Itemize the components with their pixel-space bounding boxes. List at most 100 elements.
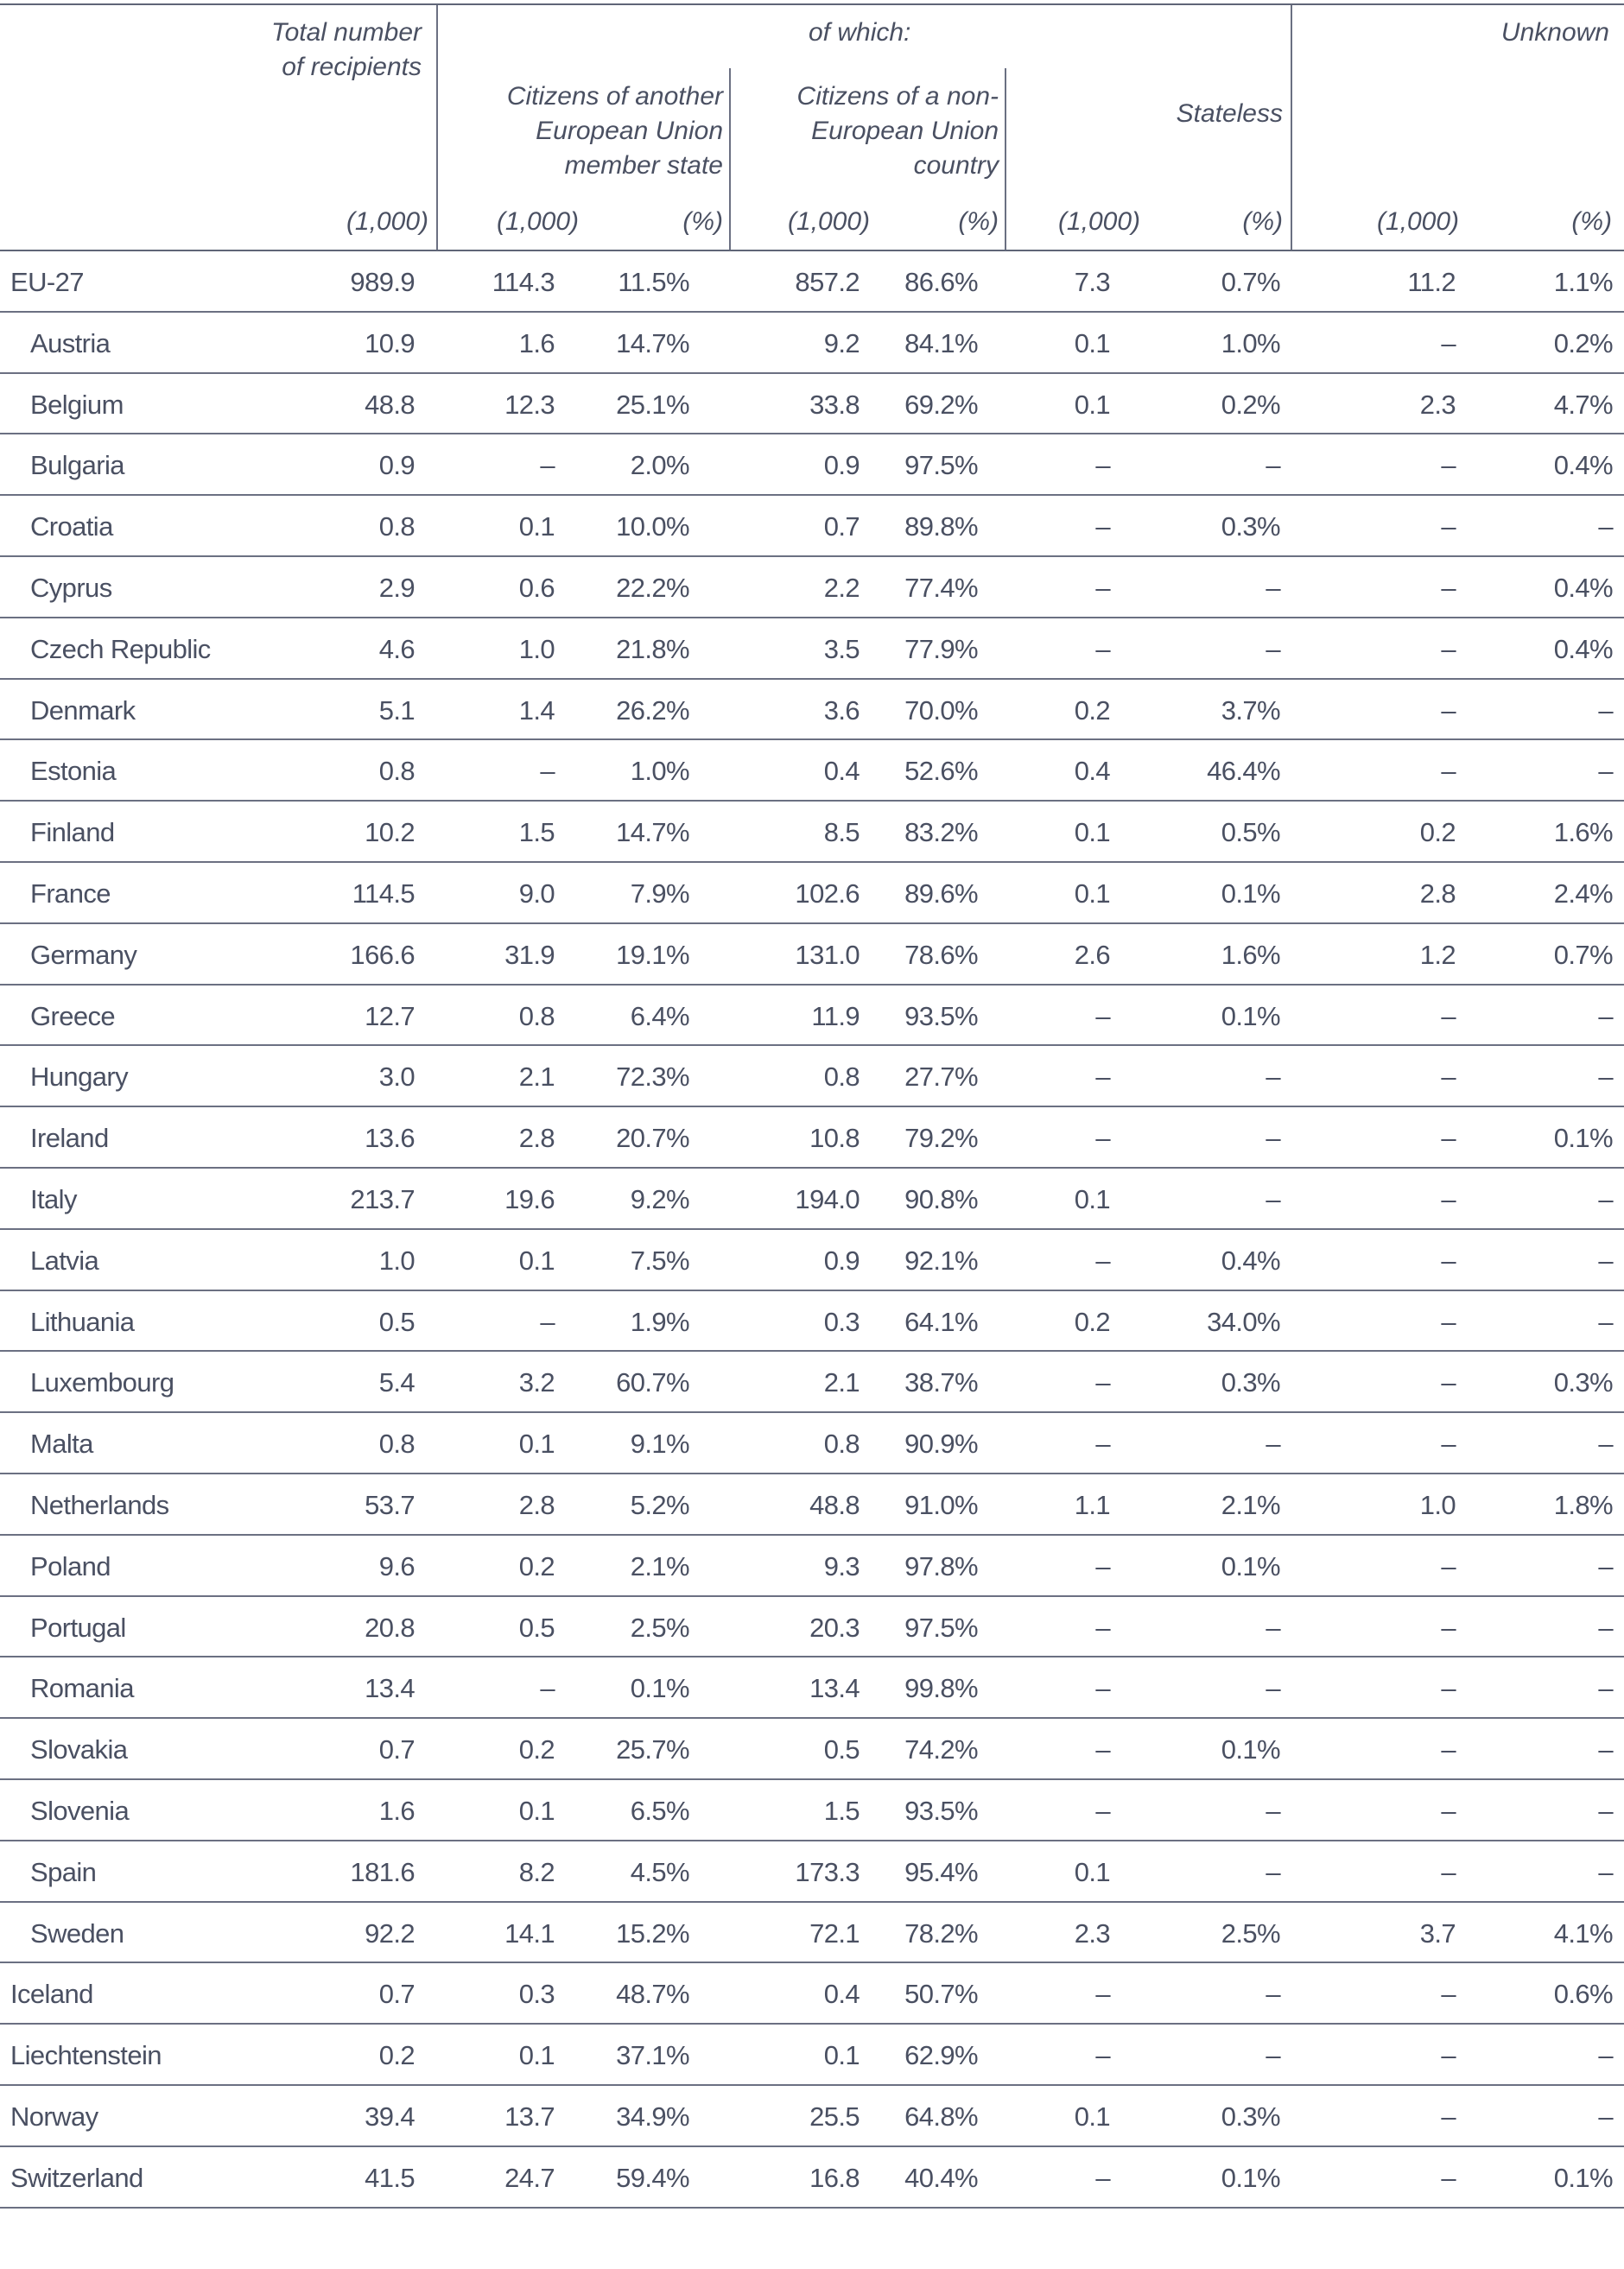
cell-eu-pct: 0.1% [630, 1673, 690, 1704]
cell-noneu-pct: 52.6% [904, 756, 979, 787]
cell-unknown-pct: 1.6% [1553, 817, 1614, 848]
cell-unknown-abs: – [1441, 1000, 1456, 1031]
cell-stateless-pct: 1.0% [1221, 327, 1281, 358]
cell-unknown-abs: – [1441, 450, 1456, 481]
table-row: Latvia 1.0 0.1 7.5% 0.9 92.1% – 0.4% – – [0, 1230, 1624, 1291]
table-row: France 114.5 9.0 7.9% 102.6 89.6% 0.1 0.1% 2.8 2.… [0, 863, 1624, 924]
cell-unknown-pct: 0.6% [1553, 1979, 1614, 2010]
cell-eu-abs: 0.1 [518, 1245, 555, 1276]
cell-stateless-abs: 0.1 [1074, 878, 1111, 909]
row-label: Croatia [30, 511, 113, 542]
table-row: Sweden 92.2 14.1 15.2% 72.1 78.2% 2.3 2.5% 3.7 4.… [0, 1903, 1624, 1964]
row-label: Latvia [30, 1245, 99, 1276]
cell-unknown-pct: 0.1% [1553, 1123, 1614, 1154]
cell-total: 181.6 [350, 1856, 415, 1887]
cell-stateless-abs: – [1095, 2040, 1110, 2071]
cell-noneu-abs: 9.3 [823, 1550, 860, 1581]
cell-total: 166.6 [350, 939, 415, 970]
cell-unknown-pct: 0.3% [1553, 1367, 1614, 1398]
table-row: Slovakia 0.7 0.2 25.7% 0.5 74.2% – 0.1% – – [0, 1719, 1624, 1780]
cell-noneu-pct: 27.7% [904, 1062, 979, 1093]
table-row: Austria 10.9 1.6 14.7% 9.2 84.1% 0.1 1.0% – 0.2% [0, 313, 1624, 374]
cell-unknown-pct: 1.1% [1553, 267, 1614, 297]
row-label: Netherlands [30, 1489, 169, 1520]
table-row: Hungary 3.0 2.1 72.3% 0.8 27.7% – – – – [0, 1046, 1624, 1108]
cell-unknown-abs: – [1441, 1550, 1456, 1581]
unit-noneu-pct: (%) [958, 207, 999, 236]
cell-total: 13.6 [365, 1123, 416, 1154]
table-row: Denmark 5.1 1.4 26.2% 3.6 70.0% 0.2 3.7% – – [0, 680, 1624, 741]
cell-stateless-abs: – [1095, 511, 1110, 542]
cell-total: 20.8 [365, 1612, 416, 1643]
cell-eu-pct: 1.9% [630, 1306, 690, 1337]
cell-eu-pct: 11.5% [618, 267, 689, 297]
cell-total: 2.9 [378, 572, 416, 603]
cell-noneu-pct: 78.2% [904, 1917, 979, 1949]
header-total-line2: of recipients [282, 53, 422, 81]
cell-unknown-pct: – [1598, 2101, 1613, 2132]
cell-stateless-pct: – [1266, 450, 1280, 481]
cell-noneu-abs: 857.2 [795, 267, 860, 297]
cell-total: 48.8 [365, 389, 416, 420]
table-row: Iceland 0.7 0.3 48.7% 0.4 50.7% – – – 0.6% [0, 1963, 1624, 2025]
cell-eu-pct: 15.2% [616, 1917, 690, 1949]
table-row: Czech Republic 4.6 1.0 21.8% 3.5 77.9% – – – 0.4% [0, 618, 1624, 680]
cell-eu-pct: 2.0% [630, 450, 690, 481]
cell-total: 0.7 [378, 1734, 416, 1765]
table-row: Greece 12.7 0.8 6.4% 11.9 93.5% – 0.1% – – [0, 986, 1624, 1047]
cell-stateless-pct: 0.1% [1221, 2162, 1281, 2193]
cell-eu-pct: 9.1% [630, 1429, 690, 1460]
cell-eu-abs: 0.2 [518, 1734, 555, 1765]
cell-unknown-abs: 1.2 [1419, 939, 1456, 970]
header-total-line1: Total number [271, 18, 422, 47]
cell-unknown-abs: – [1441, 1306, 1456, 1337]
cell-stateless-abs: 0.1 [1074, 327, 1111, 358]
cell-noneu-abs: 0.4 [823, 1979, 860, 2010]
cell-eu-abs: 1.6 [518, 327, 555, 358]
cell-eu-pct: 4.5% [630, 1856, 690, 1887]
cell-noneu-abs: 0.8 [823, 1062, 860, 1093]
table-row: Croatia 0.8 0.1 10.0% 0.7 89.8% – 0.3% – – [0, 496, 1624, 557]
row-label: Finland [30, 817, 115, 848]
cell-stateless-abs: 0.1 [1074, 1183, 1111, 1214]
cell-stateless-pct: – [1266, 2040, 1280, 2071]
cell-unknown-pct: – [1598, 1795, 1613, 1826]
cell-unknown-abs: – [1441, 633, 1456, 664]
row-label: Greece [30, 1000, 116, 1031]
cell-unknown-pct: 4.1% [1553, 1917, 1614, 1949]
cell-stateless-abs: – [1095, 572, 1110, 603]
cell-noneu-pct: 38.7% [904, 1367, 979, 1398]
cell-unknown-pct: – [1598, 1734, 1613, 1765]
header-of-which: of which: [809, 18, 911, 47]
cell-eu-abs: – [540, 1673, 555, 1704]
row-label: Romania [30, 1673, 134, 1704]
cell-noneu-pct: 74.2% [904, 1734, 979, 1765]
cell-noneu-abs: 2.2 [823, 572, 860, 603]
cell-noneu-pct: 95.4% [904, 1856, 979, 1887]
cell-eu-abs: 8.2 [518, 1856, 555, 1887]
cell-stateless-pct: 34.0% [1207, 1306, 1281, 1337]
cell-stateless-abs: – [1095, 1062, 1110, 1093]
unit-eu-pct: (%) [682, 207, 723, 236]
cell-unknown-abs: 11.2 [1407, 267, 1456, 297]
cell-eu-pct: 14.7% [616, 327, 690, 358]
cell-eu-pct: 6.5% [630, 1795, 690, 1826]
cell-eu-abs: 0.1 [518, 511, 555, 542]
table-top-rule [0, 3, 1624, 5]
cell-total: 0.8 [378, 756, 416, 787]
cell-noneu-pct: 83.2% [904, 817, 979, 848]
row-label: Estonia [30, 756, 117, 787]
cell-total: 53.7 [365, 1489, 416, 1520]
cell-eu-pct: 2.5% [630, 1612, 690, 1643]
cell-noneu-pct: 84.1% [904, 327, 979, 358]
cell-unknown-pct: 1.8% [1553, 1489, 1614, 1520]
cell-stateless-pct: 2.1% [1221, 1489, 1281, 1520]
cell-stateless-pct: – [1266, 1429, 1280, 1460]
cell-eu-pct: 7.9% [630, 878, 690, 909]
cell-total: 0.5 [378, 1306, 416, 1337]
row-label: Sweden [30, 1917, 124, 1949]
cell-unknown-pct: 0.1% [1553, 2162, 1614, 2193]
cell-noneu-abs: 33.8 [809, 389, 860, 420]
cell-noneu-abs: 8.5 [823, 817, 860, 848]
unit-noneu-abs: (1,000) [787, 207, 870, 236]
